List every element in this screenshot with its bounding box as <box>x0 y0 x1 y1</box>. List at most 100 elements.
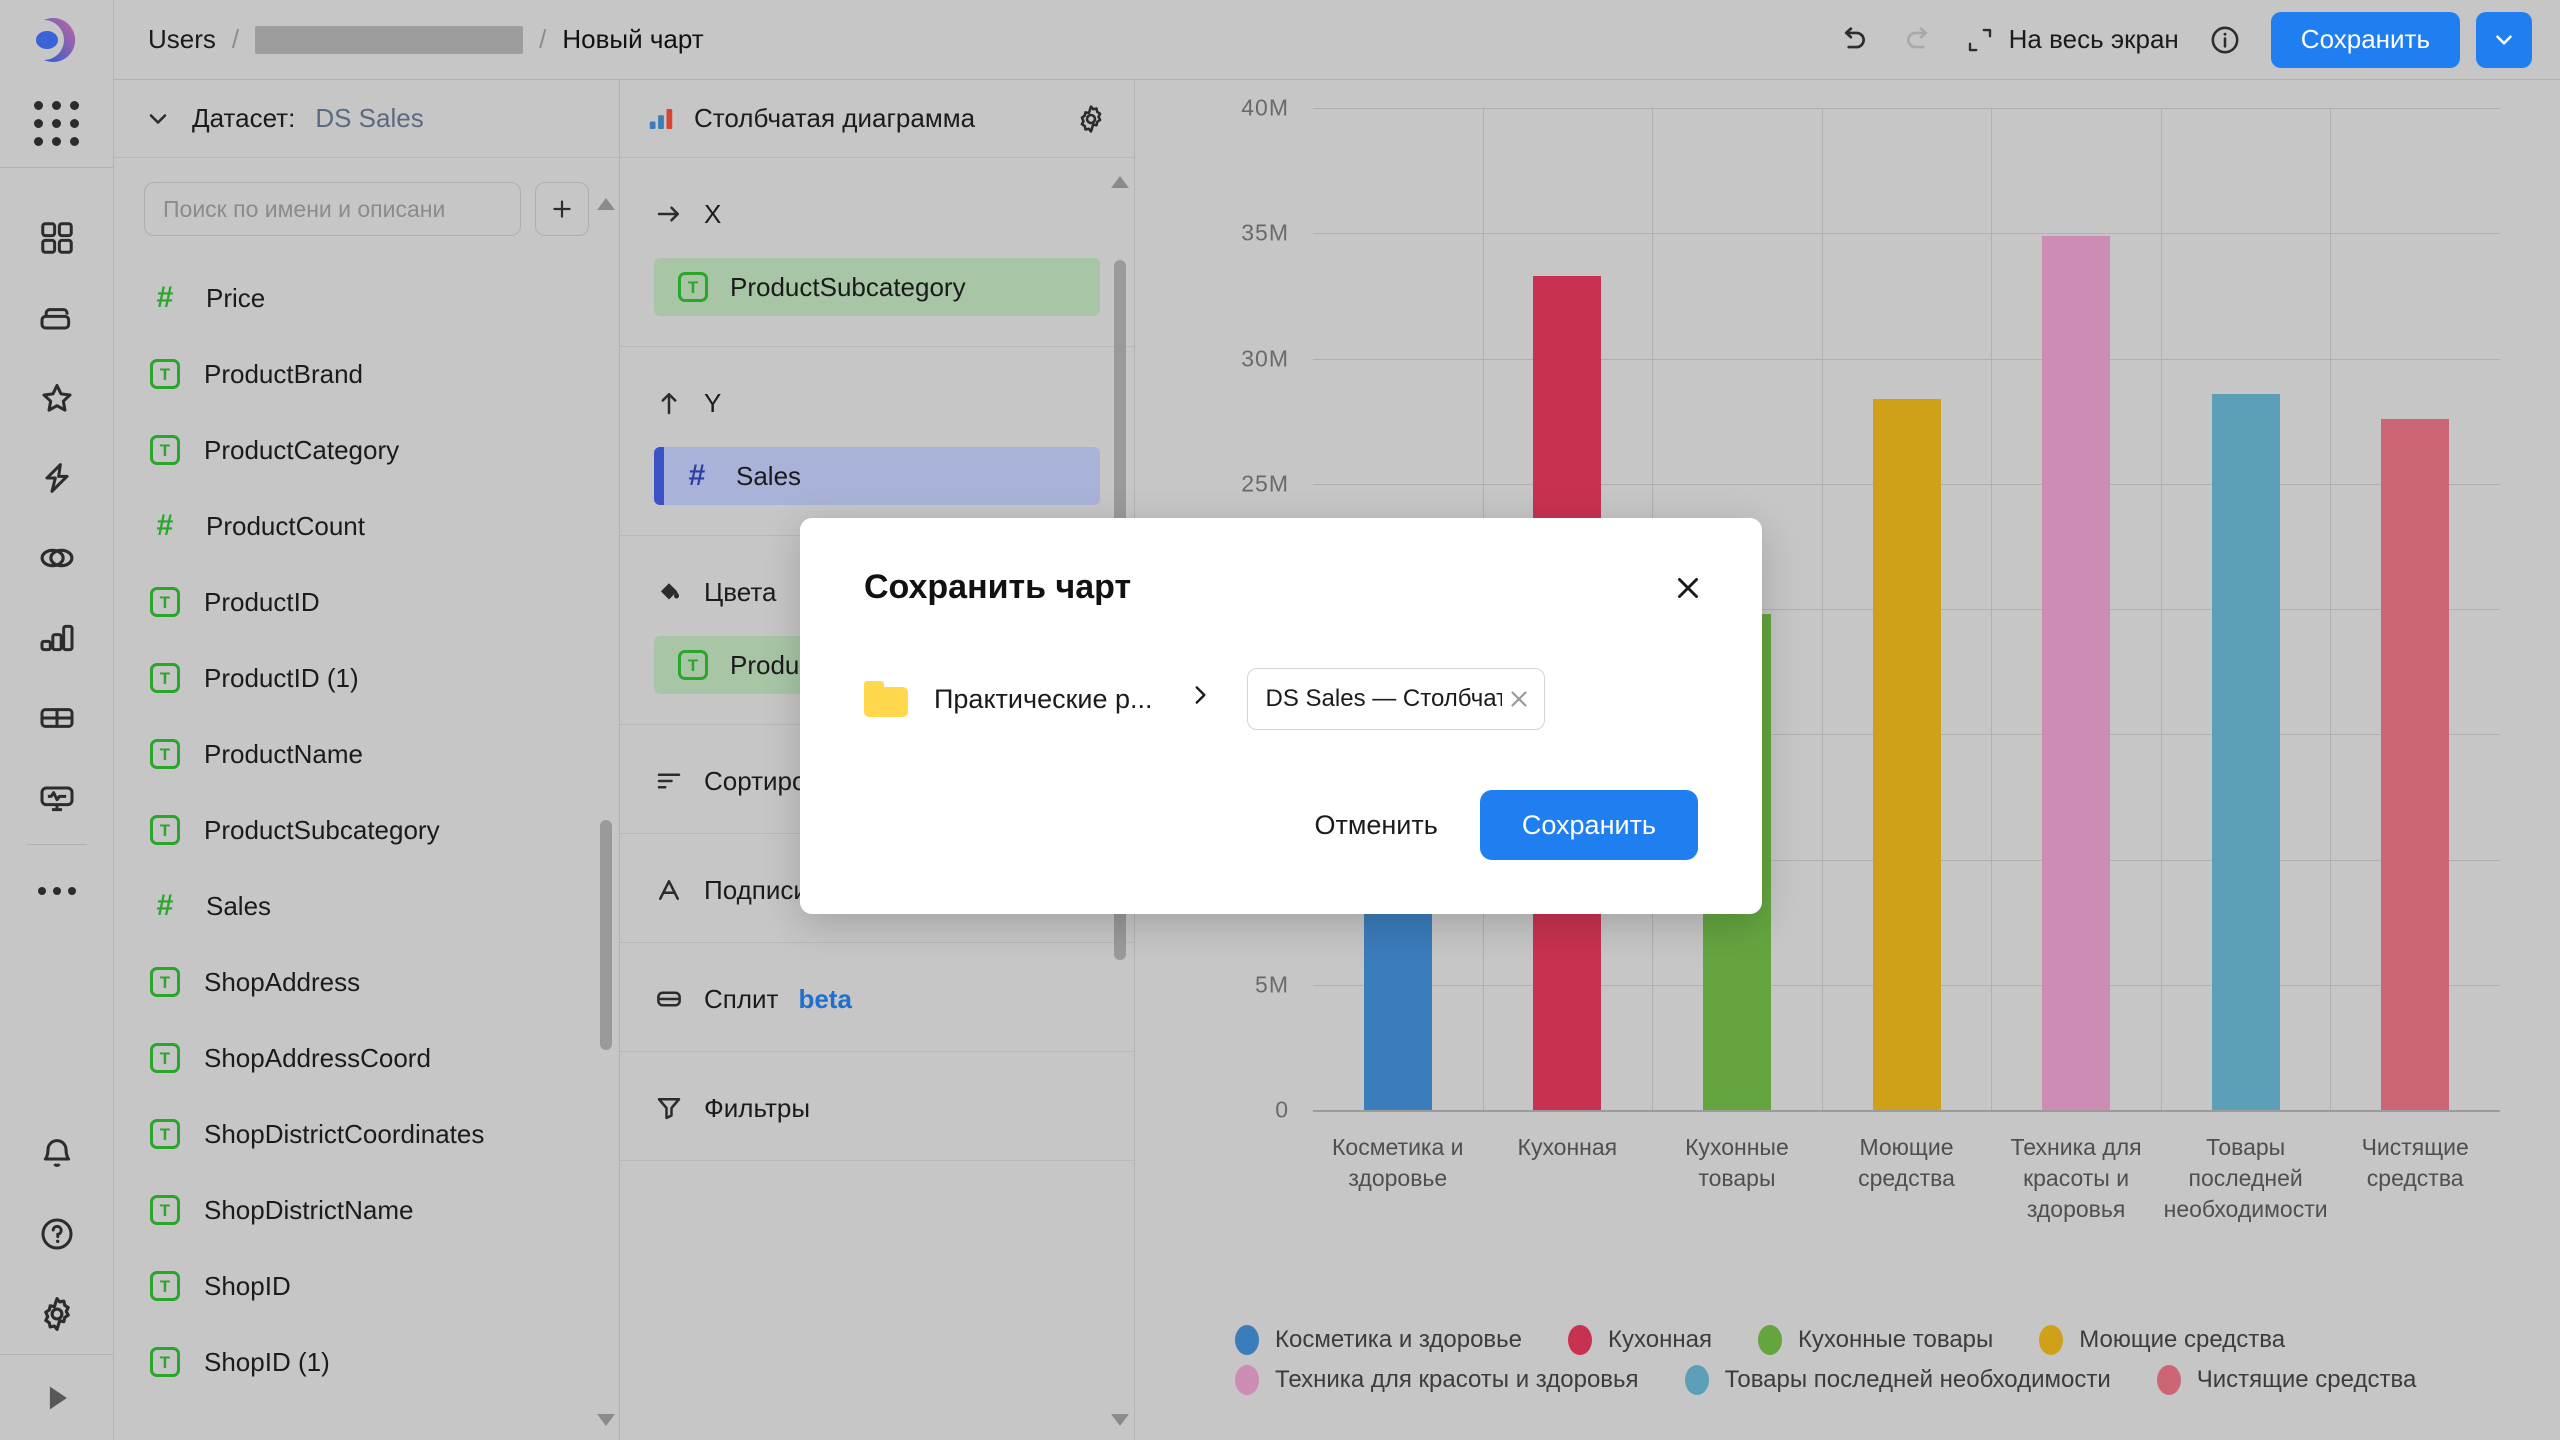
bar[interactable] <box>2042 235 2111 1110</box>
text-type-icon: T <box>678 650 708 680</box>
config-section: Y # Sales <box>620 347 1134 536</box>
config-section-label: Y <box>704 387 722 418</box>
breadcrumb-root[interactable]: Users <box>148 24 216 54</box>
chevron-down-icon <box>144 105 172 133</box>
bar[interactable] <box>1872 398 1941 1110</box>
chart-name-input[interactable] <box>1265 685 1502 713</box>
field-row[interactable]: T ProductID <box>114 564 619 640</box>
chart-name-field[interactable] <box>1246 668 1545 730</box>
chevron-right-icon[interactable] <box>1187 682 1213 716</box>
legend-item[interactable]: Техника для красоты и здоровья <box>1235 1365 1639 1395</box>
sidebar-item-charts[interactable] <box>21 598 93 678</box>
sidebar-item-collections[interactable] <box>21 278 93 358</box>
field-row[interactable]: T ProductID (1) <box>114 640 619 716</box>
dialog-title: Сохранить чарт <box>864 568 1132 606</box>
add-field-button[interactable] <box>535 182 589 236</box>
config-section-header[interactable]: Y <box>620 381 1134 425</box>
field-label: ShopID <box>204 1270 291 1301</box>
field-row[interactable]: T ProductBrand <box>114 336 619 412</box>
field-row[interactable]: T ShopAddress <box>114 944 619 1020</box>
field-label: ProductID (1) <box>204 662 359 693</box>
sidebar-item-dashboards[interactable] <box>21 198 93 278</box>
config-section-label: Фильтры <box>704 1092 811 1123</box>
field-row[interactable]: T ShopID (1) <box>114 1324 619 1400</box>
bar[interactable] <box>2381 418 2450 1110</box>
undo-icon[interactable] <box>1833 20 1873 60</box>
legend-label: Товары последней необходимости <box>1724 1366 2111 1393</box>
config-scroll-up-arrow[interactable] <box>1111 176 1129 188</box>
save-options-button[interactable] <box>2476 11 2532 68</box>
sidebar-item-favorites[interactable] <box>21 358 93 438</box>
breadcrumb-separator-1: / <box>231 24 240 54</box>
field-row[interactable]: # ProductCount <box>114 488 619 564</box>
bell-icon[interactable] <box>21 1114 93 1194</box>
config-section-header[interactable]: Фильтры <box>620 1086 1134 1130</box>
legend-swatch <box>1757 1325 1782 1355</box>
brand-logo-icon[interactable] <box>0 0 113 80</box>
vertical-gridline <box>2330 108 2332 1110</box>
field-list[interactable]: # Price T ProductBrand T ProductCategory # Prod… <box>114 242 619 1440</box>
scroll-up-arrow[interactable] <box>597 198 615 210</box>
folder-name[interactable]: Практические р... <box>934 683 1153 714</box>
sidebar-item-quick-actions[interactable] <box>21 438 93 518</box>
left-rail <box>0 0 114 1440</box>
field-row[interactable]: T ProductName <box>114 716 619 792</box>
clear-x-icon[interactable] <box>1502 686 1536 712</box>
vertical-gridline <box>1991 108 1993 1110</box>
field-chip-label: ProductSubcategory <box>730 271 966 302</box>
fullscreen-button[interactable]: На весь экран <box>1965 24 2179 55</box>
legend-item[interactable]: Косметика и здоровье <box>1235 1325 1522 1355</box>
gear-icon[interactable] <box>21 1274 93 1354</box>
paint-bucket-icon <box>654 577 684 607</box>
toolbar-actions: На весь экран Сохранить <box>1833 11 2532 68</box>
legend-item[interactable]: Моющие средства <box>2039 1325 2285 1355</box>
chart-type-label: Столбчатая диаграмма <box>694 103 976 133</box>
chart-settings-gear-icon[interactable] <box>1074 102 1108 136</box>
config-section-header[interactable]: Цвета <box>620 570 1134 614</box>
sidebar-item-tables[interactable] <box>21 678 93 758</box>
play-triangle-icon[interactable] <box>0 1354 113 1440</box>
legend-swatch <box>1235 1325 1259 1355</box>
config-scroll-down-arrow[interactable] <box>1111 1414 1129 1426</box>
field-label: ProductBrand <box>204 358 363 389</box>
config-section-header[interactable]: Подписи <box>620 868 1134 912</box>
field-row[interactable]: # Price <box>114 260 619 336</box>
field-row[interactable]: T ProductSubcategory <box>114 792 619 868</box>
question-circle-icon[interactable] <box>21 1194 93 1274</box>
info-circle-icon[interactable] <box>2205 20 2245 60</box>
dialog-save-button[interactable]: Сохранить <box>1479 790 1698 860</box>
field-row[interactable]: T ProductCategory <box>114 412 619 488</box>
dataset-name[interactable]: DS Sales <box>315 103 424 133</box>
text-type-icon: T <box>150 587 180 617</box>
bar[interactable] <box>2211 393 2280 1110</box>
close-icon[interactable] <box>1668 568 1708 608</box>
field-row[interactable]: # Sales <box>114 868 619 944</box>
field-row[interactable]: T ShopID <box>114 1248 619 1324</box>
more-horizontal-icon[interactable] <box>21 851 93 931</box>
legend-item[interactable]: Кухонная <box>1568 1325 1712 1355</box>
save-button[interactable]: Сохранить <box>2270 11 2460 68</box>
cancel-button[interactable]: Отменить <box>1290 794 1461 857</box>
scroll-down-arrow[interactable] <box>597 1414 615 1426</box>
field-chip[interactable]: T ProductSubcategory <box>654 258 1100 316</box>
field-chip[interactable]: # Sales <box>654 447 1100 505</box>
config-section: Сплит beta <box>620 943 1134 1052</box>
apps-grid-icon[interactable] <box>0 80 113 168</box>
legend-item[interactable]: Кухонные товары <box>1757 1325 1993 1355</box>
dataset-header[interactable]: Датасет: DS Sales <box>114 80 619 158</box>
legend-swatch <box>1235 1365 1259 1395</box>
number-type-icon: # <box>156 509 174 542</box>
redo-icon[interactable] <box>1899 20 1939 60</box>
field-row[interactable]: T ShopDistrictName <box>114 1172 619 1248</box>
field-row[interactable]: T ShopAddressCoord <box>114 1020 619 1096</box>
config-section-header[interactable]: X <box>620 192 1134 236</box>
sidebar-item-monitoring[interactable] <box>21 758 93 838</box>
sidebar-item-datasets[interactable] <box>21 518 93 598</box>
config-section-header[interactable]: Сплит beta <box>620 977 1134 1021</box>
split-icon <box>654 984 684 1014</box>
search-input[interactable] <box>144 182 521 236</box>
field-row[interactable]: T ShopDistrictCoordinates <box>114 1096 619 1172</box>
field-label: ProductCount <box>206 510 365 541</box>
legend-item[interactable]: Чистящие средства <box>2156 1365 2416 1395</box>
legend-item[interactable]: Товары последней необходимости <box>1684 1365 2111 1395</box>
